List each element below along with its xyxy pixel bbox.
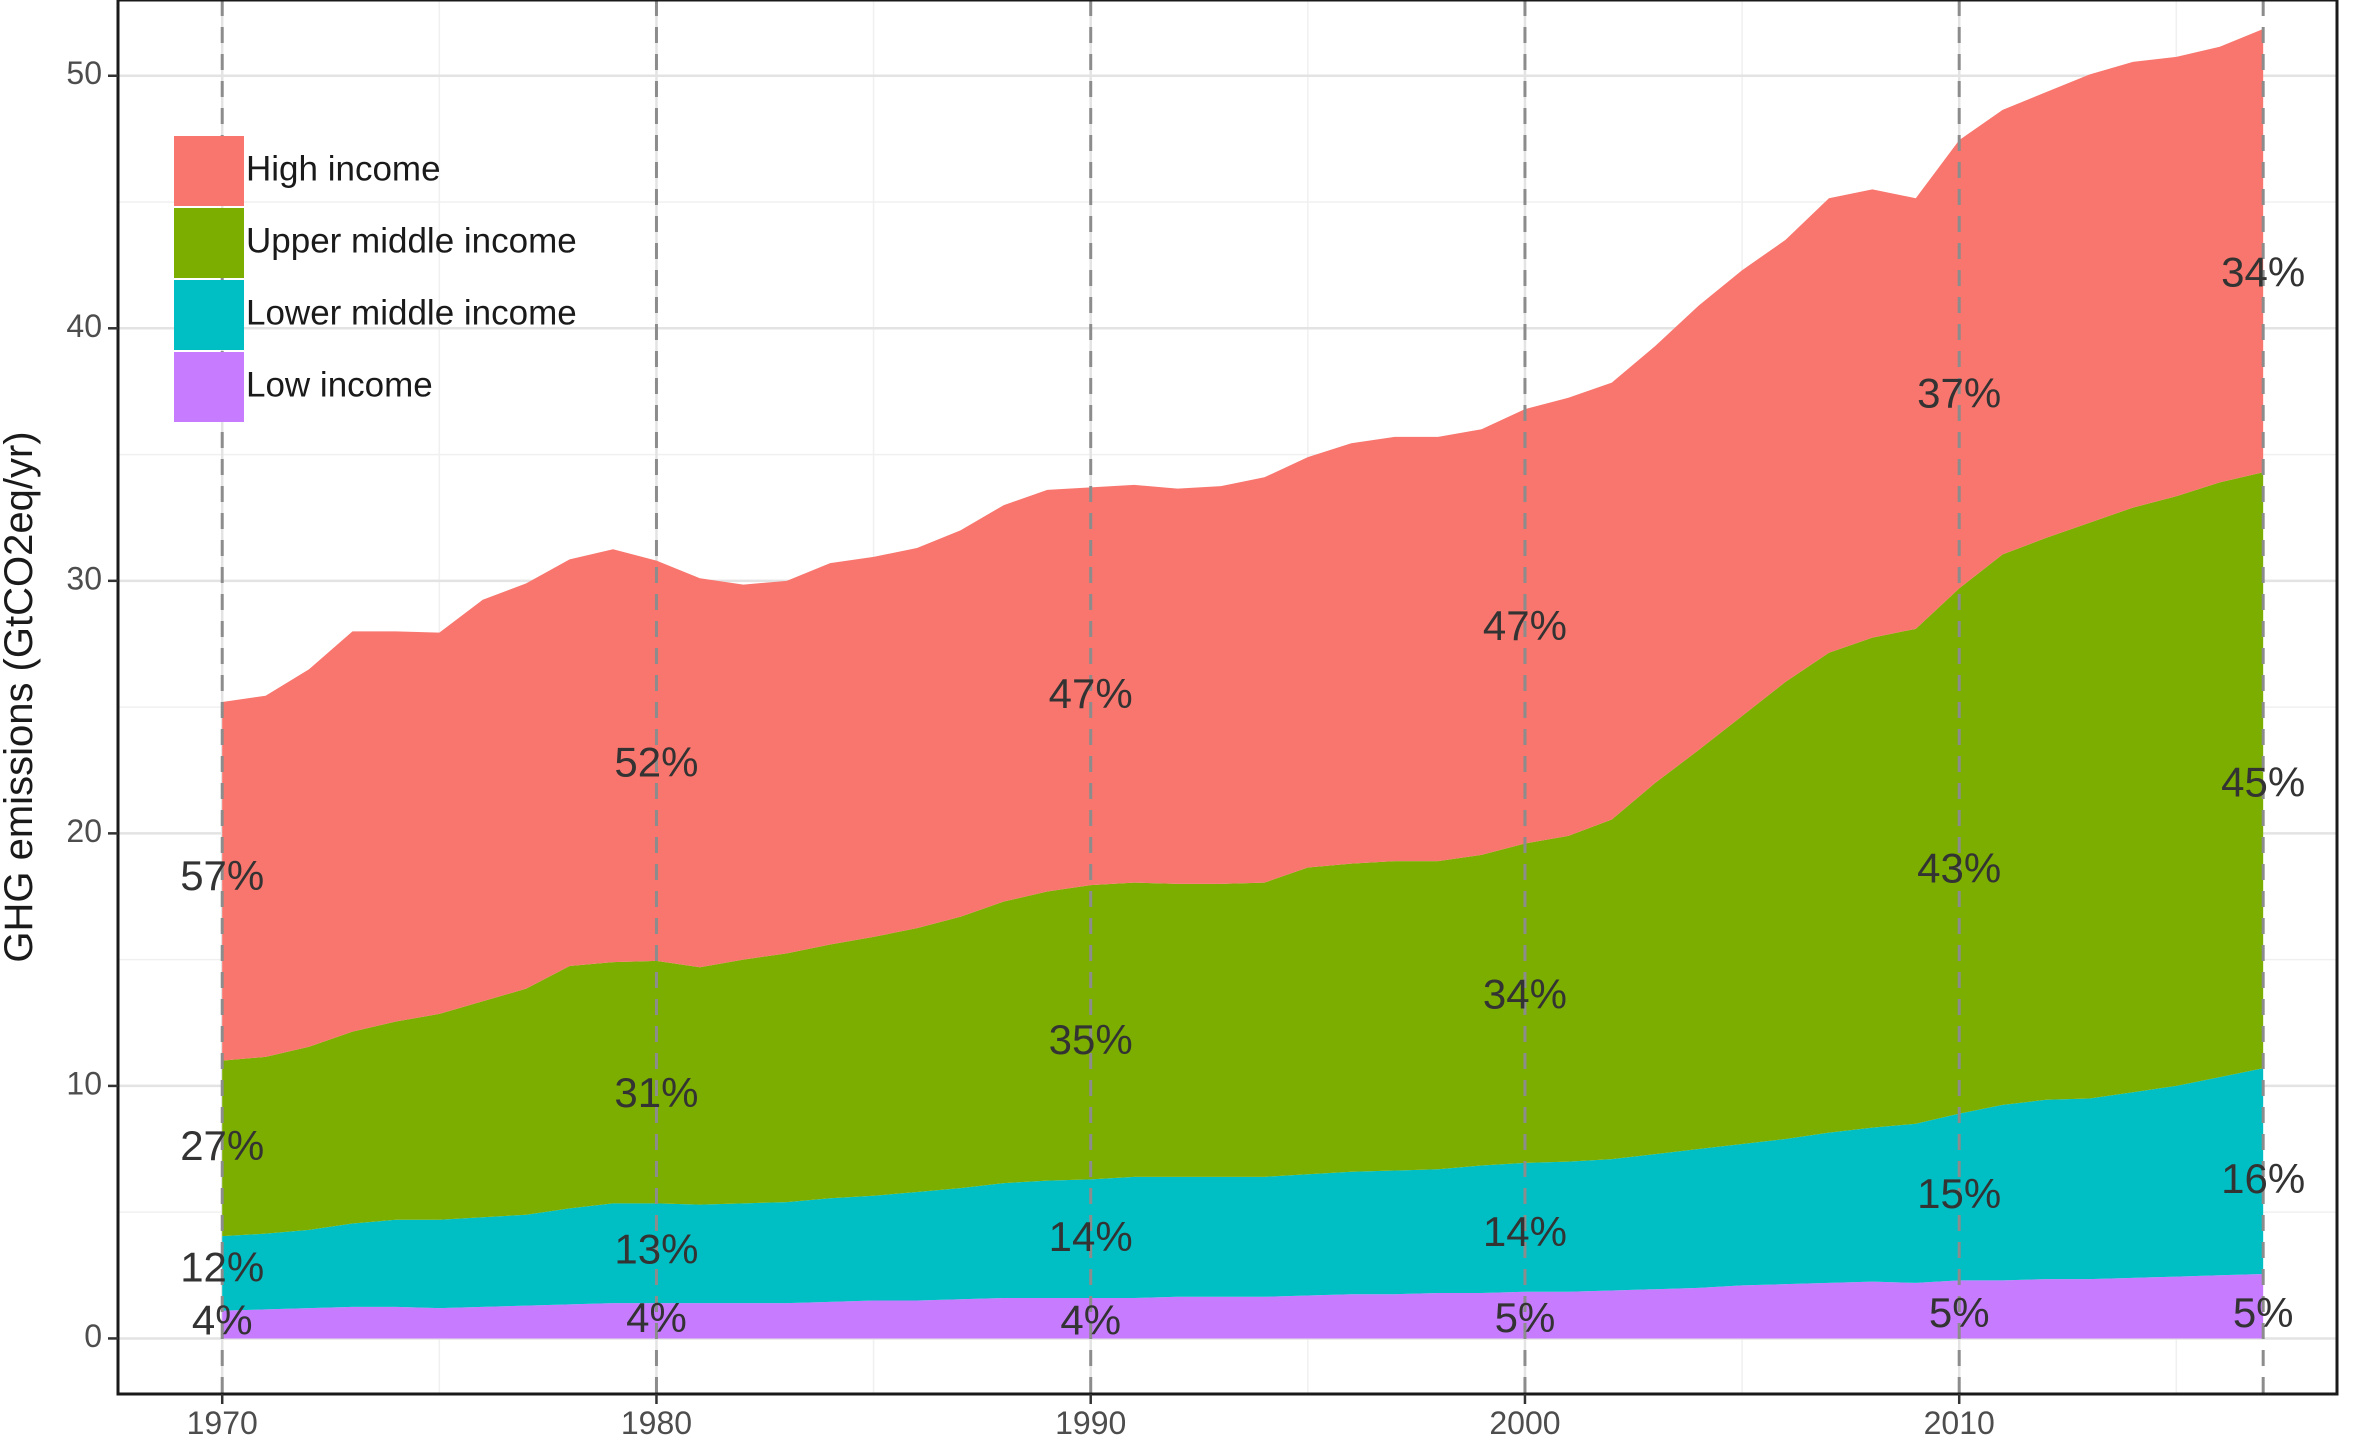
legend: High income Upper middle income Lower midd… <box>174 136 577 422</box>
y-tick-label: 20 <box>66 813 102 849</box>
x-tick-label: 1990 <box>1055 1405 1126 1441</box>
pct-label: 37% <box>1917 370 2001 417</box>
legend-label-low-income: Low income <box>246 365 433 404</box>
y-tick-label: 30 <box>66 560 102 596</box>
area-low-income <box>222 1274 2264 1339</box>
pct-label: 47% <box>1049 670 1133 717</box>
pct-label: 43% <box>1917 844 2001 891</box>
area-upper-middle-income <box>222 472 2264 1237</box>
legend-key-low-income <box>174 352 244 422</box>
area-layers <box>222 29 2264 1339</box>
area-high-income <box>222 29 2264 1061</box>
y-tick-label: 40 <box>66 308 102 344</box>
legend-label-high-income: High income <box>246 149 441 188</box>
x-tick-label: 2000 <box>1489 1405 1560 1441</box>
pct-label: 35% <box>1049 1016 1133 1063</box>
pct-label: 15% <box>1917 1170 2001 1217</box>
year-marker-lines <box>220 0 2265 1394</box>
legend-key-lower-middle-income <box>174 280 244 350</box>
pct-label: 16% <box>2221 1155 2305 1202</box>
pct-label: 4% <box>192 1296 253 1343</box>
legend-label-upper-middle-income: Upper middle income <box>246 221 577 260</box>
pct-label: 5% <box>2233 1289 2294 1336</box>
x-tick-label: 1970 <box>187 1405 258 1441</box>
pct-label: 13% <box>614 1226 698 1273</box>
pct-label: 27% <box>180 1122 264 1169</box>
y-tick-label: 0 <box>84 1318 102 1354</box>
legend-key-high-income <box>174 136 244 206</box>
pct-label: 5% <box>1495 1294 1556 1341</box>
pct-label: 12% <box>180 1243 264 1290</box>
pct-label: 34% <box>1483 971 1567 1018</box>
pct-label: 4% <box>626 1294 687 1341</box>
legend-key-upper-middle-income <box>174 208 244 278</box>
y-tick-label: 10 <box>66 1065 102 1101</box>
pct-label: 52% <box>614 738 698 785</box>
plot-border <box>116 0 2339 1396</box>
y-tick-label: 50 <box>66 55 102 91</box>
pct-label: 34% <box>2221 248 2305 295</box>
pct-label: 57% <box>180 852 264 899</box>
y-axis-title: GHG emissions (GtCO2eq/yr) <box>0 431 41 962</box>
pct-label: 45% <box>2221 758 2305 805</box>
x-tick-label: 1980 <box>621 1405 692 1441</box>
pct-label: 14% <box>1483 1208 1567 1255</box>
area-lower-middle-income <box>222 1068 2264 1311</box>
pct-label: 31% <box>614 1069 698 1116</box>
x-tick-label: 2010 <box>1924 1405 1995 1441</box>
percentage-labels: 57% 27% 12% 4% 52% 31% 13% 4% 47% 35% 14% 4% 47% 34% 1… <box>180 248 2305 1343</box>
pct-label: 4% <box>1060 1296 1121 1343</box>
pct-label: 14% <box>1049 1213 1133 1260</box>
pct-label: 5% <box>1929 1289 1990 1336</box>
legend-label-lower-middle-income: Lower middle income <box>246 293 577 332</box>
pct-label: 47% <box>1483 602 1567 649</box>
